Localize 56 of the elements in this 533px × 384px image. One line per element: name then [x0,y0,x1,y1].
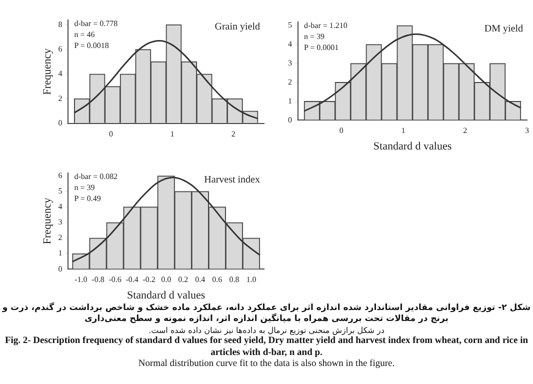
x-tick-label: 1 [401,126,406,136]
x-tick-label: -0.2 [142,275,156,284]
y-tick-label: 5 [58,186,62,196]
y-tick-label: 1 [288,96,292,106]
x-axis-title: Standard d values [373,140,452,152]
text: در شکل برازش منحنی توزیع نرمال به داده‌ها نیز نشان داده شده است. [148,325,386,336]
chart-title: Harvest index [204,174,260,186]
annotation: P = 0.0001 [304,42,339,52]
y-tick-label: 6 [58,44,62,54]
x-axis-title: Standard d values [127,289,206,302]
caption: Fig. 2- Description frequency of standard d values for seed yield, Dry matter yield and harvest index from wheat, corn and rice in articles with d-bar, n and p. [4,336,530,359]
y-tick-label: 2 [58,94,62,103]
text: شکل ۲- توزیع فراوانی مقادیر استاندارد شده اندازه اثر برای عملکرد دانه، عملکرد ماده خشک و شاخص برداشت در گندم، ذرت و برنج در مقالات تحت بررسی همراه با میانگین اندازه اثر، اندازه نمونه و سطح معنی‌داری [1,303,532,325]
x-tick-label: 2 [231,129,236,138]
x-tick-label: -1.0 [74,275,88,284]
chart-title: DM yield [484,23,523,34]
y-tick-label: 8 [58,20,62,29]
x-tick-label: -0.6 [108,275,122,284]
x-tick-label: 3 [525,126,529,136]
annotation: d-bar = 0.082 [74,172,118,181]
text: Normal distribution curve fit to the data is also shown in the figure. [137,359,396,370]
y-tick-label: 4 [58,69,62,78]
y-tick-label: 0 [58,264,62,274]
y-tick-label: 0 [288,115,292,124]
x-tick-label: -0.4 [126,275,138,284]
x-tick-label: 0.8 [229,275,240,284]
x-tick-label: 1 [170,129,174,138]
x-tick-label: 0.2 [178,275,188,284]
x-tick-label: 2 [463,126,468,136]
x-tick-label: 1.0 [246,275,256,284]
annotation: P = 0.49 [74,194,101,203]
y-tick-label: 3 [58,218,62,227]
annotation: P = 0.0018 [74,40,109,50]
y-tick-label: 0 [58,118,62,128]
annotation: d-bar = 0.778 [74,18,118,28]
y-tick-label: 5 [288,20,292,30]
y-axis-title: Frequency [41,48,54,95]
y-axis-title: Frequency [41,197,54,244]
x-tick-label: 0.0 [161,275,172,284]
x-tick-label: 0 [109,129,114,138]
y-tick-label: 1 [58,248,62,258]
x-tick-label: -0.8 [92,275,104,284]
chart-title: Grain yield [214,21,260,32]
y-tick-label: 3 [288,58,292,68]
x-tick-label: 0.4 [195,275,206,284]
y-tick-label: 2 [288,77,292,86]
x-tick-label: 0 [339,126,344,136]
annotation: n = 39 [74,182,95,192]
y-tick-label: 4 [288,40,292,49]
annotation: n = 46 [74,30,95,39]
y-tick-label: 4 [58,202,62,212]
annotation: d-bar = 1.210 [304,20,348,30]
annotation: n = 39 [304,32,325,41]
y-tick-label: 2 [58,233,62,242]
y-tick-label: 6 [58,171,62,180]
x-tick-label: 0.6 [212,275,222,284]
